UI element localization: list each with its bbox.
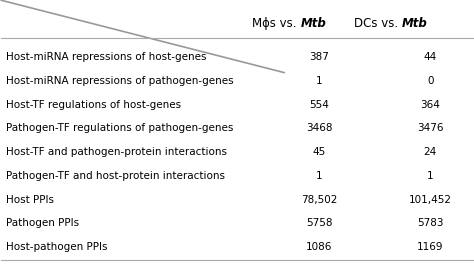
Text: Pathogen-TF and host-protein interactions: Pathogen-TF and host-protein interaction… — [6, 171, 225, 181]
Text: 5783: 5783 — [417, 218, 444, 228]
Text: Mtb: Mtb — [402, 17, 428, 30]
Text: 78,502: 78,502 — [301, 195, 337, 205]
Text: 0: 0 — [427, 76, 433, 86]
Text: Host-miRNA repressions of host-genes: Host-miRNA repressions of host-genes — [6, 52, 207, 62]
Text: Host-pathogen PPIs: Host-pathogen PPIs — [6, 242, 108, 252]
Text: Host-TF and pathogen-protein interactions: Host-TF and pathogen-protein interaction… — [6, 147, 227, 157]
Text: 3468: 3468 — [306, 123, 333, 133]
Text: DCs vs.: DCs vs. — [354, 17, 402, 30]
Text: 1: 1 — [316, 76, 323, 86]
Text: 1: 1 — [427, 171, 434, 181]
Text: 1: 1 — [316, 171, 323, 181]
Text: 44: 44 — [424, 52, 437, 62]
Text: Mϕs vs.: Mϕs vs. — [252, 17, 301, 30]
Text: 5758: 5758 — [306, 218, 333, 228]
Text: 1169: 1169 — [417, 242, 444, 252]
Text: Host PPIs: Host PPIs — [6, 195, 54, 205]
Text: 3476: 3476 — [417, 123, 444, 133]
Text: Host-miRNA repressions of pathogen-genes: Host-miRNA repressions of pathogen-genes — [6, 76, 234, 86]
Text: 387: 387 — [310, 52, 329, 62]
Text: 45: 45 — [313, 147, 326, 157]
Text: 101,452: 101,452 — [409, 195, 452, 205]
Text: Pathogen PPIs: Pathogen PPIs — [6, 218, 79, 228]
Text: 24: 24 — [424, 147, 437, 157]
Text: Mtb: Mtb — [301, 17, 327, 30]
Text: 364: 364 — [420, 100, 440, 110]
Text: Host-TF regulations of host-genes: Host-TF regulations of host-genes — [6, 100, 181, 110]
Text: 1086: 1086 — [306, 242, 333, 252]
Text: 554: 554 — [310, 100, 329, 110]
Text: Pathogen-TF regulations of pathogen-genes: Pathogen-TF regulations of pathogen-gene… — [6, 123, 234, 133]
